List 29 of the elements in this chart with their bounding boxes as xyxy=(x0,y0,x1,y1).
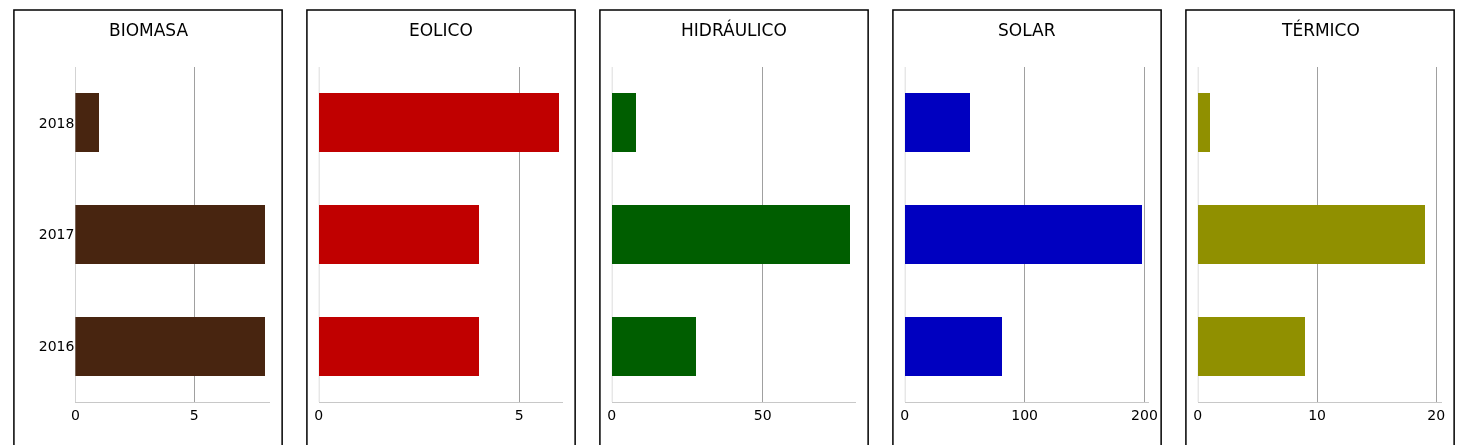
x-tick-label: 5 xyxy=(514,406,524,423)
x-tick-label: 0 xyxy=(1193,406,1203,423)
x-tick-label: 5 xyxy=(189,406,199,423)
bar xyxy=(904,205,1142,264)
bar xyxy=(1197,93,1210,152)
x-tick-label: 50 xyxy=(753,406,772,423)
bar xyxy=(611,317,696,376)
x-tick-label: 200 xyxy=(1131,406,1158,423)
chart-title: EOLICO xyxy=(409,20,473,40)
y-tick-label: 2016 xyxy=(38,338,75,355)
x-tick-label: 0 xyxy=(900,406,910,423)
chart-title: HIDRÁULICO xyxy=(681,19,787,40)
x-tick-label: 100 xyxy=(1011,406,1038,423)
bar xyxy=(904,317,1002,376)
x-tick-label: 10 xyxy=(1308,406,1326,423)
chart-title: TÉRMICO xyxy=(1281,19,1360,40)
bar xyxy=(611,93,636,152)
bar xyxy=(611,205,850,264)
x-tick-label: 0 xyxy=(70,406,80,423)
chart-title: SOLAR xyxy=(998,20,1056,40)
y-tick-label: 2017 xyxy=(38,226,75,243)
x-tick-label: 0 xyxy=(314,406,324,423)
chart-title: BIOMASA xyxy=(109,20,189,40)
bar xyxy=(1197,317,1305,376)
bar xyxy=(904,93,970,152)
y-tick-label: 2018 xyxy=(38,114,75,131)
bar xyxy=(1197,205,1425,264)
x-tick-label: 0 xyxy=(607,406,617,423)
x-tick-label: 20 xyxy=(1427,406,1446,423)
